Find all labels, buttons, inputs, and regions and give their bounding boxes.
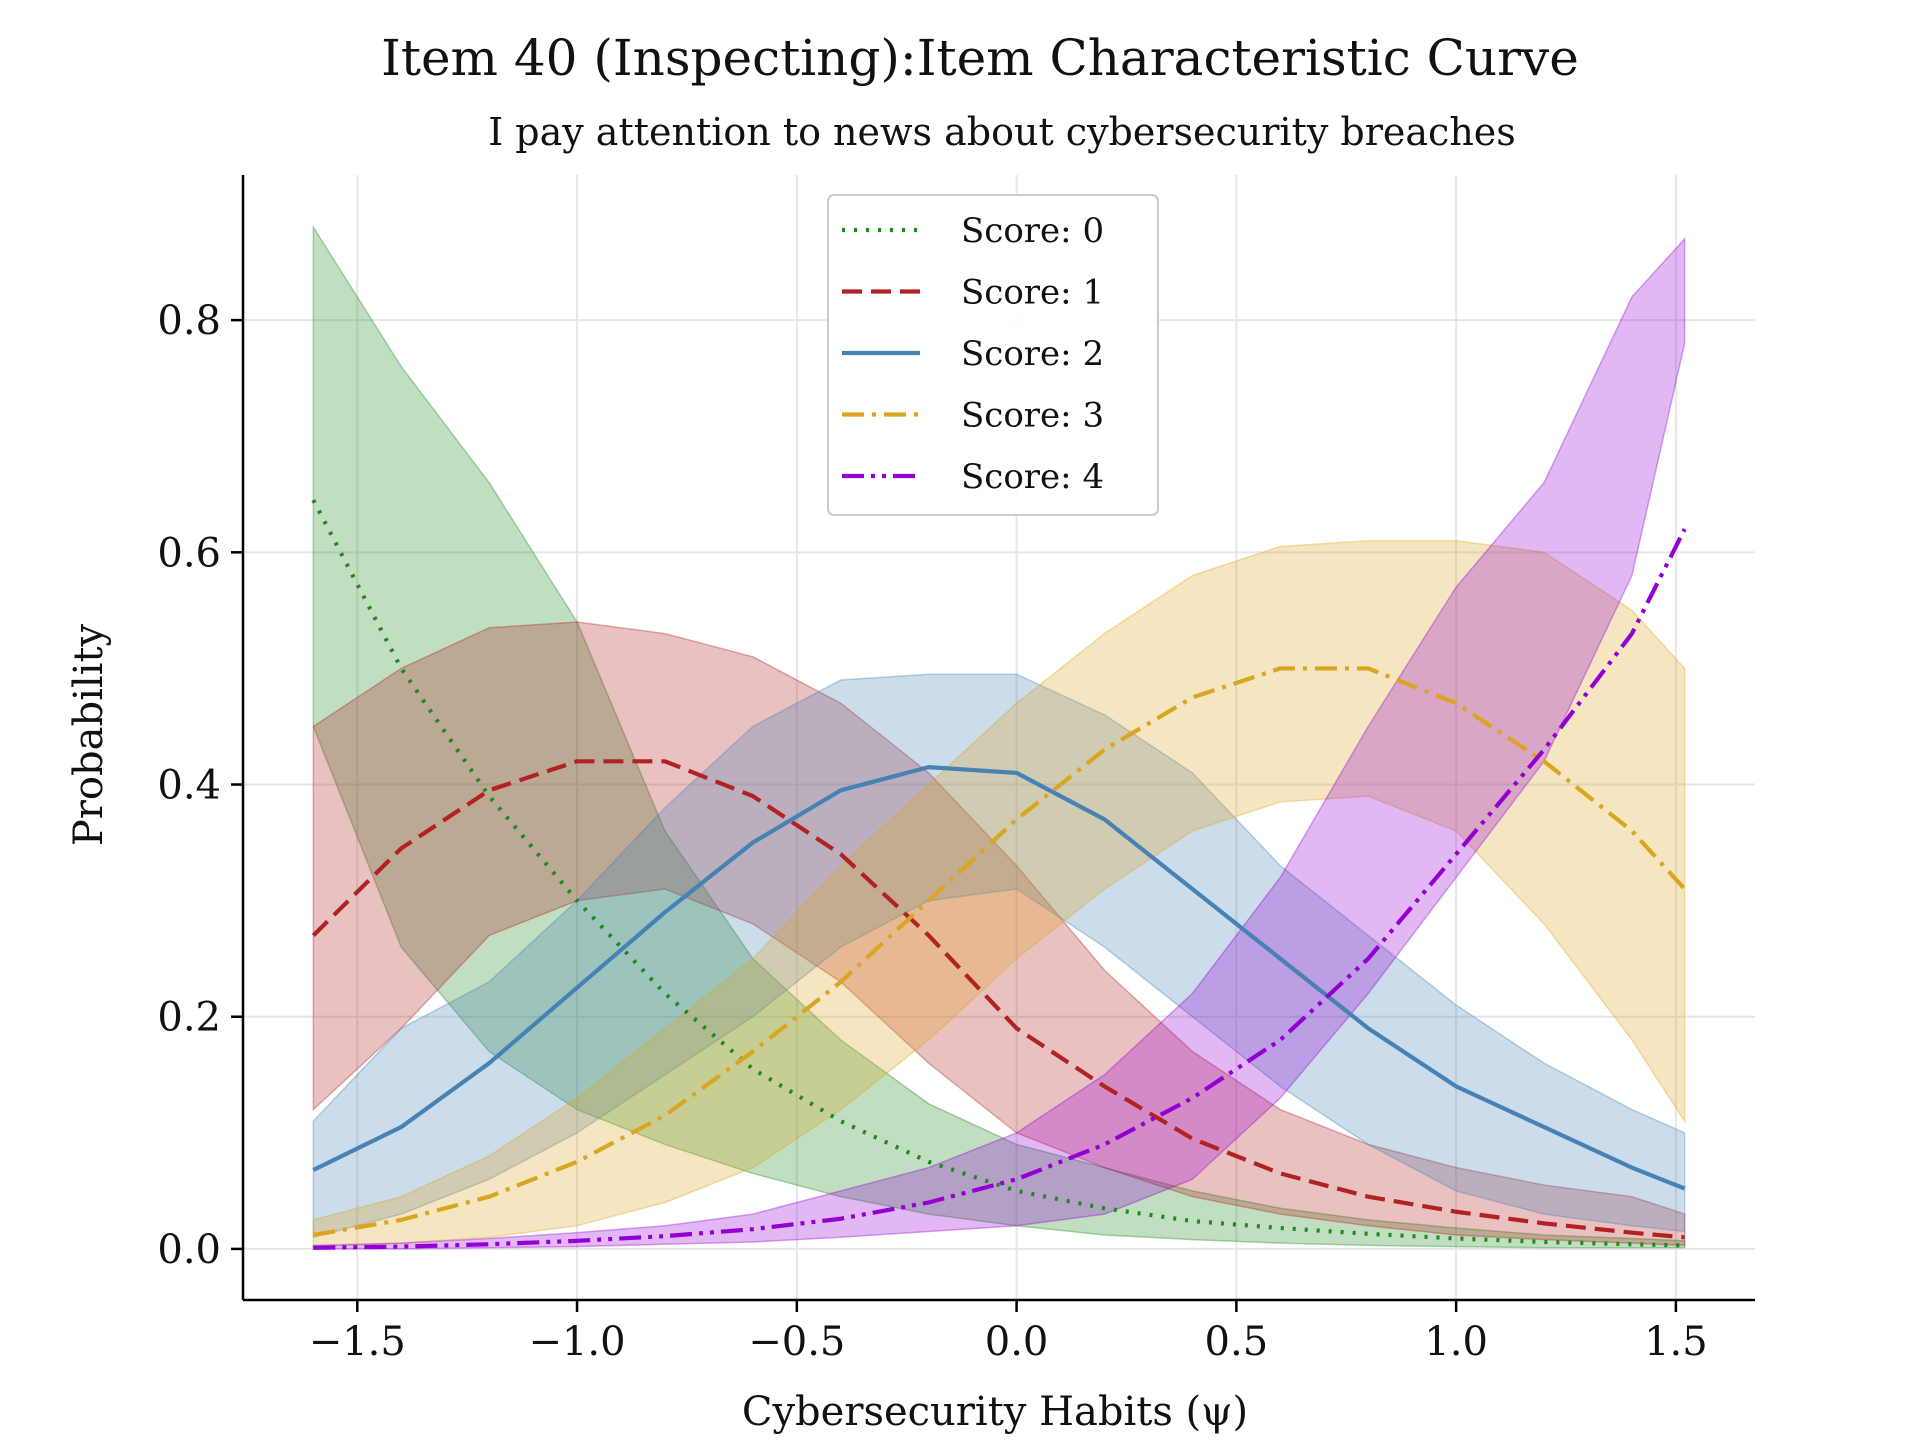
legend-label: Score: 2 — [961, 334, 1104, 374]
y-tick-label: 0.2 — [157, 995, 221, 1041]
x-tick-label: 1.5 — [1644, 1319, 1708, 1365]
confidence-bands — [312, 224, 1686, 1250]
grid — [243, 175, 1755, 1300]
line-score-1 — [311, 759, 1685, 1240]
legend-label: Score: 0 — [961, 211, 1104, 251]
x-ticks: −1.5 −1.0 −0.5 0.0 0.5 1.0 1.5 — [309, 1300, 1708, 1365]
x-tick-label: −1.5 — [309, 1319, 406, 1365]
chart-title: Item 40 (Inspecting):Item Characteristic… — [381, 29, 1579, 87]
y-tick-label: 0.6 — [157, 530, 221, 576]
x-tick-label: 0.0 — [985, 1319, 1049, 1365]
line-score-3 — [312, 666, 1687, 1238]
axes — [241, 175, 1755, 1302]
legend-box — [827, 194, 1159, 516]
y-ticks: 0.0 0.2 0.4 0.6 0.8 — [157, 298, 243, 1273]
x-tick-label: 1.0 — [1424, 1319, 1488, 1365]
chart-subtitle: I pay attention to news about cybersecur… — [488, 110, 1516, 154]
band-score-4 — [312, 236, 1686, 1250]
line-score-0 — [311, 499, 1685, 1248]
legend-label: Score: 1 — [961, 273, 1104, 313]
y-tick-label: 0.4 — [157, 763, 221, 809]
legend-label: Score: 4 — [961, 457, 1104, 497]
legend: Score: 0 Score: 1 Score: 2 Score: 3 Score: 4 — [827, 194, 1159, 516]
band-score-3 — [312, 539, 1686, 1248]
line-score-2 — [312, 765, 1686, 1191]
y-tick-label: 0.0 — [157, 1227, 221, 1273]
line-score-4 — [313, 528, 1687, 1250]
band-score-1 — [312, 621, 1686, 1247]
x-tick-label: 0.5 — [1205, 1319, 1269, 1365]
y-tick-label: 0.8 — [157, 298, 221, 344]
x-tick-label: −0.5 — [748, 1319, 845, 1365]
x-tick-label: −1.0 — [528, 1319, 625, 1365]
legend-label: Score: 3 — [961, 396, 1104, 436]
series-lines — [311, 499, 1687, 1250]
band-score-0 — [312, 224, 1686, 1249]
y-axis-label: Probability — [66, 623, 112, 846]
x-axis-label: Cybersecurity Habits (ψ) — [742, 1389, 1248, 1435]
band-score-2 — [312, 673, 1686, 1239]
